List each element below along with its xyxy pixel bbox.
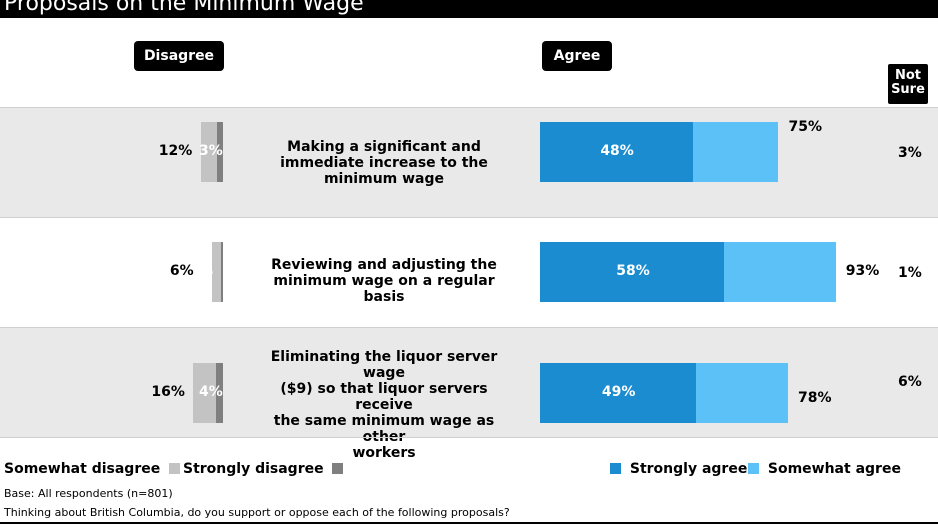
legend-label-somewhat-agree: Somewhat agree	[767, 461, 901, 477]
bar-strongly-agree	[540, 242, 725, 302]
category-label: Eliminating the liquor server wage ($9) s…	[254, 349, 514, 461]
base-note: Base: All respondents (n=801)	[4, 487, 173, 500]
legend-label-strongly-agree: Strongly agree	[629, 461, 748, 477]
legend-swatch-strongly-disagree	[332, 463, 344, 474]
legend-swatch-somewhat-agree	[748, 463, 759, 474]
value-label-disagree-total: 12%	[158, 143, 193, 159]
legend-strongly-disagree: Strongly disagree	[183, 461, 344, 477]
bar-strongly-disagree	[217, 122, 223, 182]
bar-somewhat-agree	[692, 122, 779, 182]
bar-somewhat-disagree	[193, 363, 216, 423]
header-band: Proposals on the Minimum Wage	[0, 0, 938, 18]
not-sure-line1: Not	[894, 68, 922, 83]
bar-somewhat-disagree	[211, 242, 222, 302]
bar-strongly-disagree	[215, 363, 223, 423]
bar-strongly-agree	[540, 122, 693, 182]
agree-header: Agree	[542, 41, 612, 71]
value-label-disagree-total: 16%	[151, 384, 185, 400]
value-label-strongly-disagree: %	[199, 263, 214, 279]
value-label-not-sure: 6%	[898, 374, 922, 390]
value-label-strongly-disagree: 3%	[199, 143, 223, 159]
value-label-agree-total: 78%	[798, 390, 832, 406]
category-label-line: minimum wage on a regular basis	[273, 273, 495, 305]
category-label-line: Eliminating the liquor server wage	[270, 349, 498, 381]
legend-label-strongly-disagree: Strongly disagree	[183, 461, 324, 477]
category-label: Reviewing and adjusting the minimum wage …	[254, 257, 514, 305]
category-label-line: immediate increase to the	[280, 155, 488, 171]
value-label-not-sure: 3%	[898, 145, 922, 161]
value-label-strongly-agree: 48%	[600, 143, 634, 159]
row-band	[0, 107, 938, 217]
legend-strongly-agree: Strongly agree	[610, 461, 747, 477]
bar-strongly-agree	[540, 363, 696, 423]
category-label-line: ($9) so that liquor servers receive	[280, 381, 488, 413]
not-sure-line2: Sure	[891, 82, 925, 97]
value-label-strongly-agree: 58%	[616, 263, 650, 279]
bar-somewhat-agree	[695, 363, 789, 423]
disagree-header: Disagree	[134, 41, 224, 71]
value-label-agree-total: 75%	[788, 119, 823, 135]
row-separator	[0, 437, 938, 438]
legend-somewhat-disagree: Somewhat disagree	[4, 461, 181, 477]
bar-strongly-disagree	[221, 242, 223, 302]
bottom-rule	[0, 522, 938, 524]
not-sure-header: Not Sure	[888, 64, 928, 104]
row-separator	[0, 327, 938, 328]
category-label-line: workers	[352, 445, 416, 461]
row-separator	[0, 217, 938, 218]
bar-somewhat-agree	[724, 242, 836, 302]
value-label-strongly-disagree: 4%	[199, 384, 223, 400]
category-label: Making a significant and immediate increa…	[254, 139, 514, 187]
category-label-line: Making a significant and	[287, 139, 481, 155]
value-label-not-sure: 1%	[898, 265, 922, 281]
legend-somewhat-agree: Somewhat agree	[748, 461, 901, 477]
legend-label-somewhat-disagree: Somewhat disagree	[4, 461, 161, 477]
value-label-disagree-total: 6%	[169, 263, 194, 279]
row-separator	[0, 107, 938, 108]
category-label-line: Reviewing and adjusting the	[271, 257, 497, 273]
category-label-line: the same minimum wage as other	[273, 413, 495, 445]
question-note: Thinking about British Columbia, do you …	[4, 506, 510, 519]
category-label-line: minimum wage	[323, 171, 445, 187]
legend-swatch-somewhat-disagree	[169, 463, 181, 474]
chart-title: Proposals on the Minimum Wage	[4, 0, 364, 16]
bar-somewhat-disagree	[200, 122, 218, 182]
value-label-strongly-agree: 49%	[601, 384, 636, 400]
value-label-agree-total: 93%	[845, 263, 880, 279]
legend-swatch-strongly-agree	[610, 463, 621, 474]
